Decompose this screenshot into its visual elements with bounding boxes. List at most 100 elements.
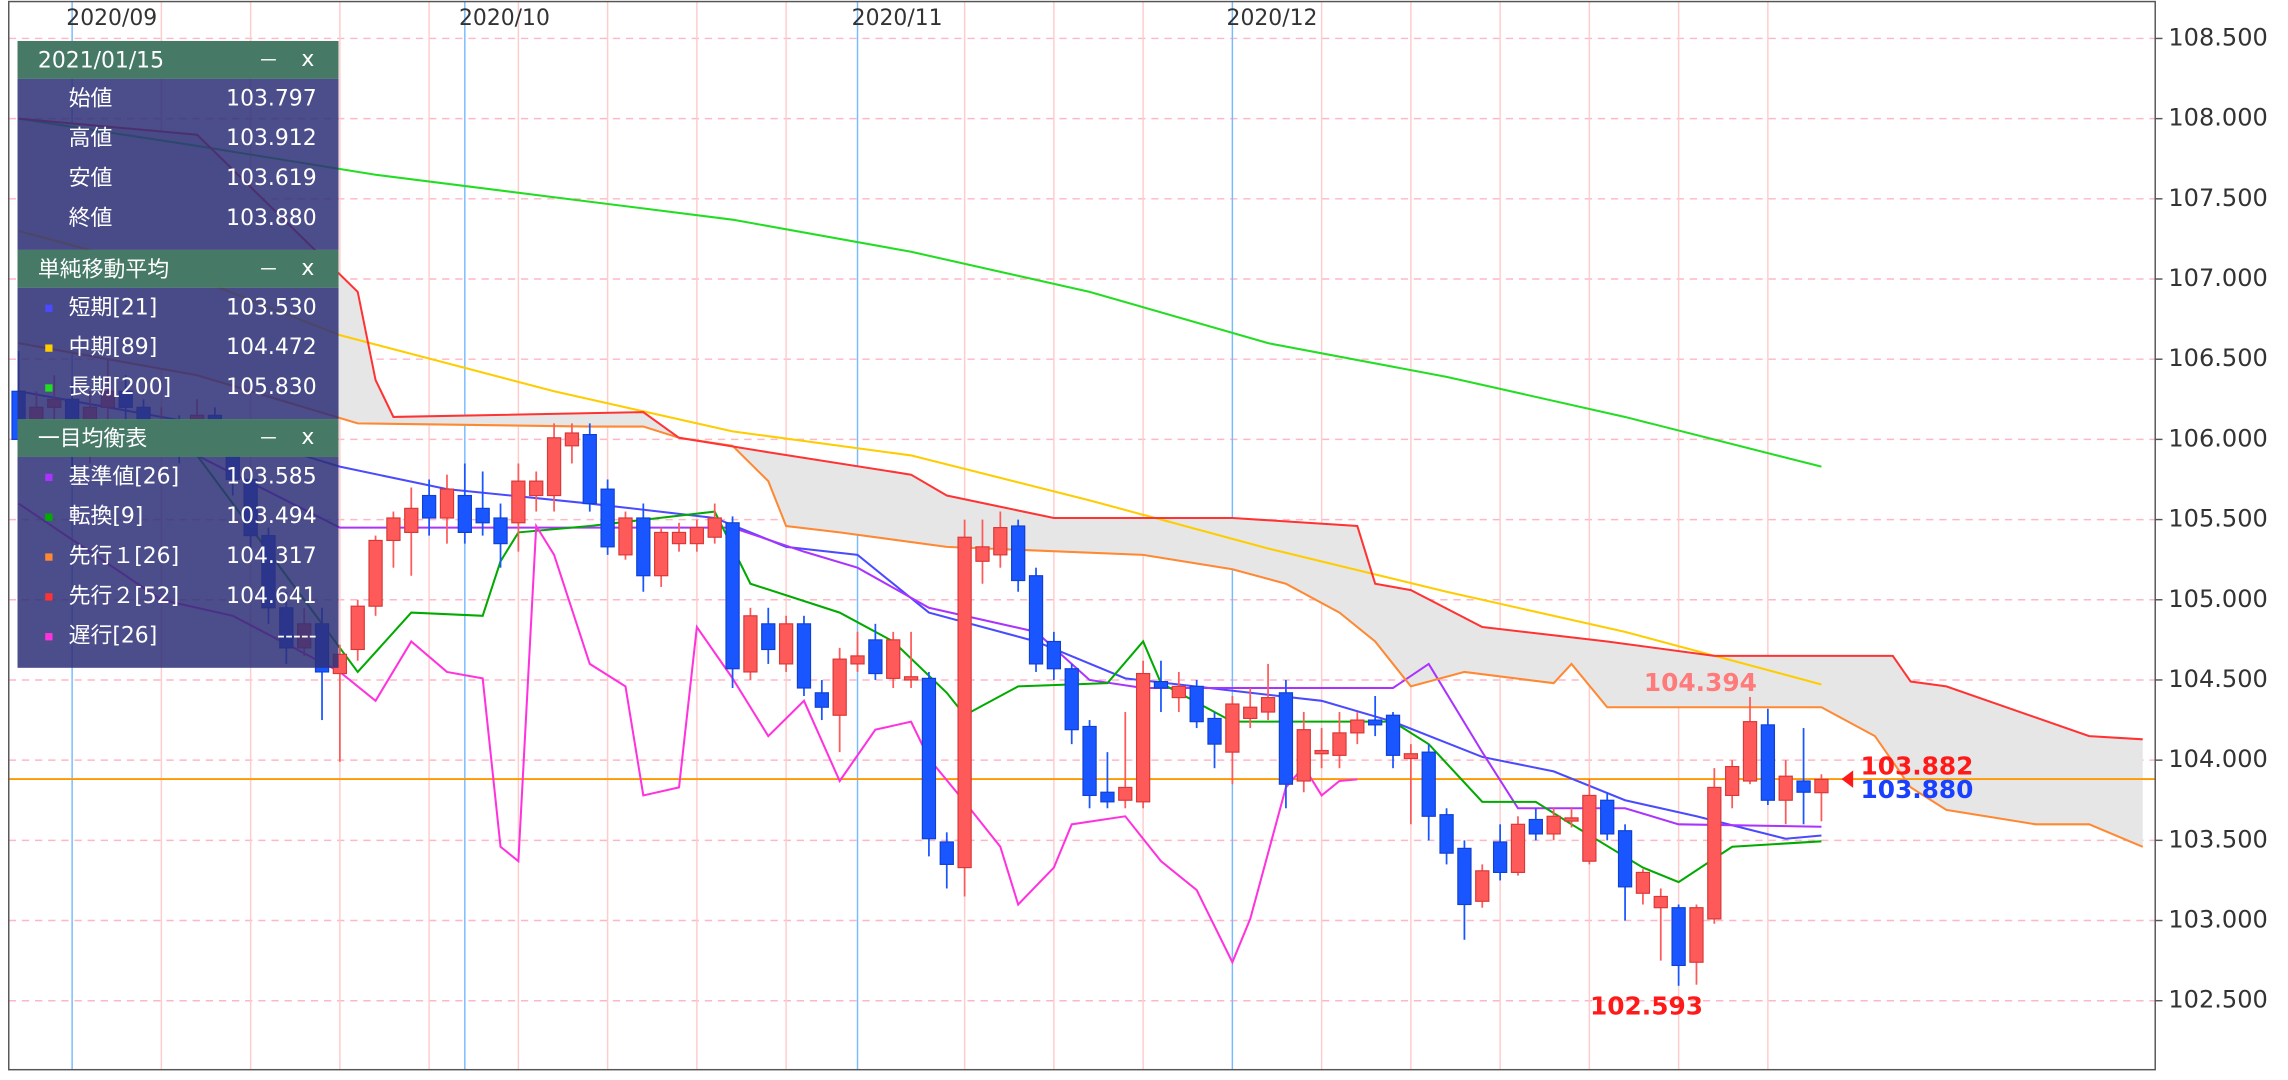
close-button[interactable]: x [301,256,314,281]
indicator-line [18,117,2143,741]
candle-body [1671,907,1686,967]
y-tick-label: 104.500 [2168,665,2268,693]
minimize-button[interactable]: － [258,257,278,281]
y-tick-label: 103.000 [2168,906,2268,934]
candle-body [921,677,937,840]
candle-body [529,480,544,497]
panel-value: ----- [277,624,316,649]
candle-body [1278,692,1294,785]
panel-value: 103.797 [226,86,316,111]
candle-body [1332,732,1347,756]
candle-body [1243,706,1258,720]
panel-header-title: 2021/01/15 [38,48,164,73]
extreme-label: 102.593 [1590,992,1703,1021]
candle-body [546,437,562,497]
panel-label: 長期[200] [69,375,172,400]
candle-body [1314,749,1329,755]
close-button[interactable]: x [301,47,314,72]
x-tick-label: 2020/11 [852,6,943,31]
candle-body [1600,799,1615,835]
candle-body [582,434,597,505]
panel-value: 104.317 [226,544,316,569]
candle-body [1082,725,1097,797]
indicator-line [18,342,2144,848]
candle-body [350,605,365,651]
candle-body [1171,685,1186,699]
candle-body [832,658,847,716]
panel-label: 短期[21] [69,295,158,320]
legend-swatch [45,344,53,352]
candle-body [725,522,740,670]
y-tick-label: 108.000 [2168,104,2268,132]
candle-body [689,527,705,545]
candle-body [421,494,437,519]
candle-body [1707,786,1722,920]
panel-body [17,287,339,420]
panel-label: 先行１[26] [69,544,180,569]
candle-body [1350,719,1365,734]
y-tick-label: 107.000 [2168,264,2268,292]
close-button[interactable]: x [301,425,314,450]
candle-body [1778,775,1793,801]
candle-body [1118,786,1133,801]
legend-swatch [45,473,53,482]
candle-body [1635,871,1651,894]
bid-label: 103.880 [1860,775,1973,804]
candle-body [1028,575,1044,665]
price-marker [1841,770,1854,788]
indicator-line [18,390,1822,840]
candle-body [1457,847,1472,906]
ichimoku-cloud [18,118,2143,847]
minimize-button[interactable]: － [258,48,278,72]
candle-body [1153,680,1169,689]
candle-body [814,692,829,708]
candle-body [1207,717,1222,745]
indicator-line [18,502,1358,965]
candle-body [600,488,615,548]
candle-body [1796,780,1811,793]
panel-value: 103.912 [226,126,316,151]
candle-body [1421,751,1436,817]
extreme-label: 104.394 [1644,668,1757,697]
panel-value: 103.585 [226,464,316,489]
candle-body [1135,672,1151,803]
panel-value: 104.472 [226,335,316,360]
minimize-button[interactable]: － [258,426,278,450]
candle-body [975,546,990,562]
candle-body [439,488,455,519]
candle-body [457,494,472,533]
panel-header-title: 一目均衡表 [38,426,147,451]
panel-body [17,456,339,668]
candle-body [993,527,1008,556]
panel-label: 基準値[26] [69,464,180,489]
candle-body [1814,778,1829,794]
panel-value: 103.619 [226,166,316,191]
legend-swatch [45,633,53,641]
grid-layer [8,1,2156,1070]
candle-body [743,615,758,673]
candle-body [886,639,901,679]
panel-value: 104.641 [226,584,316,609]
y-tick-label: 102.500 [2168,986,2268,1014]
y-tick-label: 105.500 [2168,505,2268,533]
x-tick-label: 2020/12 [1227,6,1318,31]
panel-body [17,78,339,250]
y-tick-label: 103.500 [2168,825,2268,853]
candle-body [1617,830,1633,888]
y-tick-label: 107.500 [2168,184,2268,212]
candle-body [1582,794,1597,862]
candle-body [1368,719,1383,726]
panel-label: 安値 [69,166,113,191]
legend-swatch [45,593,53,601]
panel-label: 先行２[52] [69,584,180,609]
plot-border [8,0,2156,1071]
panel-label: 遅行[26] [69,624,158,649]
y-tick-label: 106.000 [2168,424,2268,452]
candle-body [868,639,883,675]
candle-body [564,432,580,447]
panel-header [17,419,339,457]
panel-header-title: 単純移動平均 [38,257,169,282]
legend-swatch [45,384,53,392]
